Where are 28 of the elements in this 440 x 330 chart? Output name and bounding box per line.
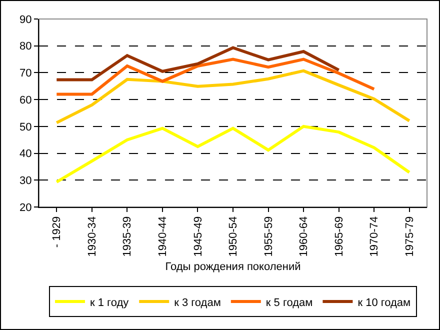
- line-series: [55, 69, 411, 124]
- legend-label: к 3 годам: [174, 296, 221, 309]
- x-tick-label: 1945-49: [192, 216, 204, 257]
- x-tick-label: 1955-59: [262, 216, 275, 257]
- x-axis-title: Годы рождения поколений: [165, 260, 301, 273]
- line-series: [55, 124, 411, 184]
- y-tick-label: 20: [20, 202, 32, 214]
- line-series: [55, 58, 376, 96]
- y-tick-label: 90: [20, 14, 32, 26]
- y-tick-label: 40: [20, 148, 32, 160]
- x-tick-label: 1940-44: [157, 216, 170, 257]
- y-tick-label: 50: [20, 121, 32, 134]
- x-tick-label: 1975-79: [404, 216, 416, 257]
- y-tick-label: 70: [20, 68, 32, 80]
- y-tick-label: 30: [20, 174, 32, 187]
- legend-label: к 10 годам: [358, 296, 411, 309]
- legend-label: к 5 годам: [266, 296, 313, 309]
- y-tick-label: 80: [20, 40, 32, 53]
- x-tick-label: - 1929: [51, 216, 64, 248]
- x-tick-label: 1930-34: [86, 216, 98, 257]
- line-series: [55, 46, 340, 82]
- legend-label: к 1 году: [90, 296, 130, 309]
- x-tick-label: 1960-64: [298, 216, 310, 257]
- y-tick-label: 60: [20, 94, 32, 106]
- x-tick-label: 1970-74: [368, 216, 381, 257]
- x-tick-label: 1935-39: [122, 216, 134, 257]
- x-tick-label: 1965-69: [333, 216, 346, 257]
- x-tick-label: 1950-54: [228, 216, 240, 257]
